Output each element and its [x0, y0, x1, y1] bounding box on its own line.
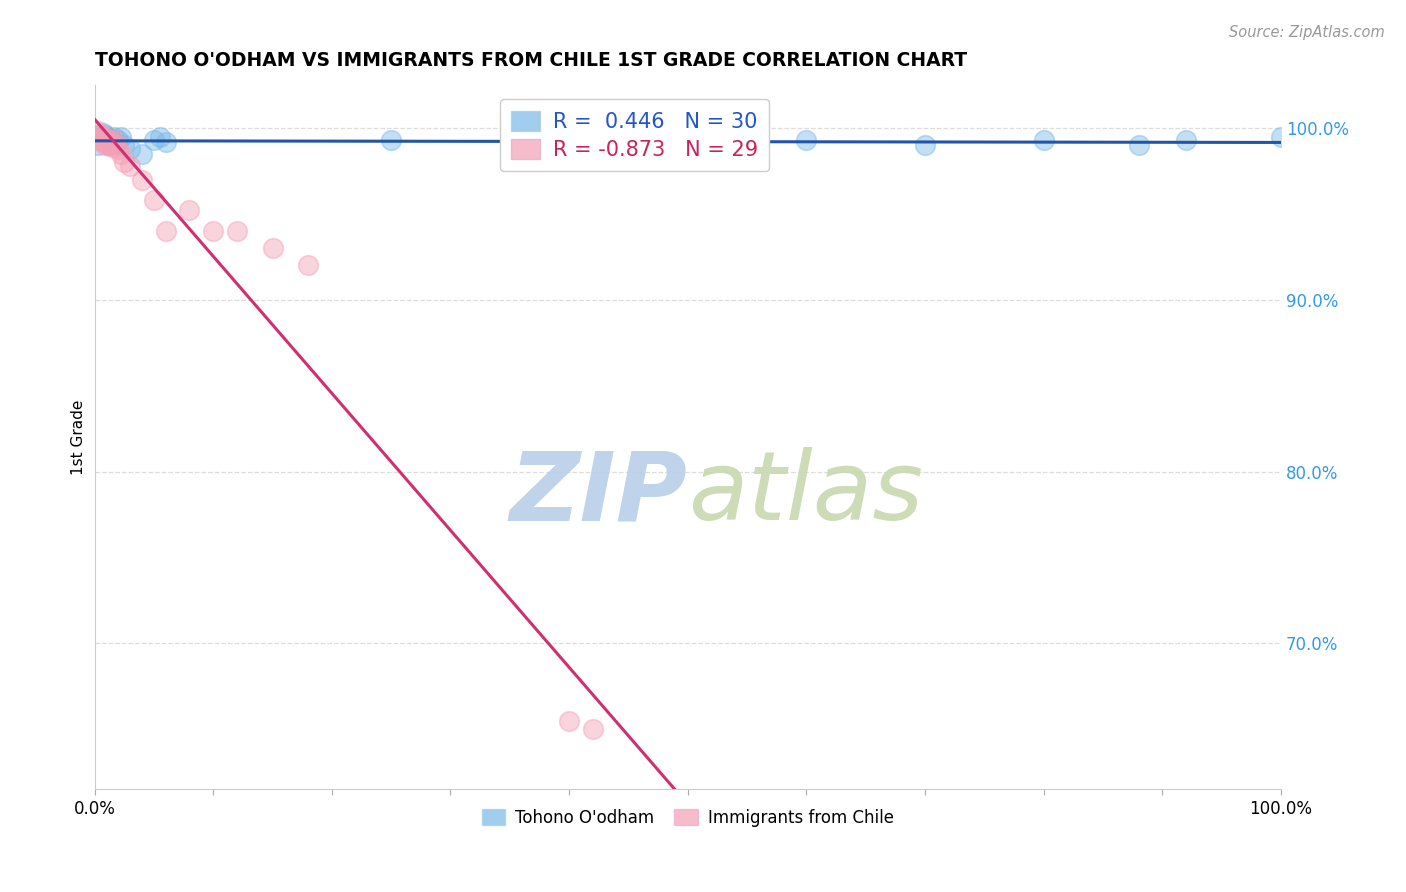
Point — [202, 224, 225, 238]
Point — [380, 133, 402, 147]
Point — [149, 129, 172, 144]
Point — [104, 138, 127, 153]
Point — [97, 138, 120, 153]
Point — [93, 131, 115, 145]
Point — [155, 224, 177, 238]
Point — [796, 133, 818, 147]
Text: TOHONO O'ODHAM VS IMMIGRANTS FROM CHILE 1ST GRADE CORRELATION CHART: TOHONO O'ODHAM VS IMMIGRANTS FROM CHILE … — [94, 51, 967, 70]
Point — [676, 146, 699, 161]
Point — [89, 128, 111, 142]
Text: Source: ZipAtlas.com: Source: ZipAtlas.com — [1229, 25, 1385, 40]
Point — [91, 135, 114, 149]
Point — [110, 129, 132, 144]
Point — [142, 133, 165, 147]
Point — [100, 136, 122, 151]
Point — [131, 172, 153, 186]
Point — [87, 138, 110, 153]
Point — [97, 138, 120, 153]
Point — [914, 138, 936, 153]
Point — [97, 135, 120, 149]
Point — [582, 722, 605, 736]
Point — [97, 136, 120, 151]
Point — [90, 133, 112, 147]
Point — [89, 129, 111, 144]
Point — [1032, 133, 1054, 147]
Point — [101, 133, 124, 147]
Point — [120, 142, 142, 156]
Point — [120, 159, 142, 173]
Legend: Tohono O'odham, Immigrants from Chile: Tohono O'odham, Immigrants from Chile — [475, 803, 900, 834]
Point — [558, 714, 581, 728]
Point — [101, 140, 124, 154]
Point — [558, 133, 581, 147]
Point — [91, 126, 114, 140]
Point — [94, 138, 117, 153]
Point — [297, 259, 319, 273]
Point — [107, 142, 129, 156]
Point — [1175, 133, 1198, 147]
Point — [93, 129, 115, 144]
Point — [1270, 129, 1292, 144]
Point — [107, 133, 129, 147]
Point — [112, 138, 135, 153]
Point — [98, 131, 121, 145]
Point — [89, 133, 111, 147]
Point — [98, 133, 121, 147]
Text: ZIP: ZIP — [510, 447, 688, 540]
Point — [103, 133, 125, 147]
Point — [155, 135, 177, 149]
Point — [110, 146, 132, 161]
Point — [90, 131, 112, 145]
Point — [131, 146, 153, 161]
Point — [1128, 138, 1150, 153]
Point — [94, 128, 117, 142]
Point — [96, 133, 118, 147]
Point — [112, 155, 135, 169]
Point — [142, 193, 165, 207]
Y-axis label: 1st Grade: 1st Grade — [72, 400, 86, 475]
Text: atlas: atlas — [688, 447, 922, 540]
Point — [104, 136, 127, 151]
Point — [103, 129, 125, 144]
Point — [262, 241, 284, 255]
Point — [179, 203, 201, 218]
Point — [87, 124, 110, 138]
Point — [226, 224, 249, 238]
Point — [96, 129, 118, 144]
